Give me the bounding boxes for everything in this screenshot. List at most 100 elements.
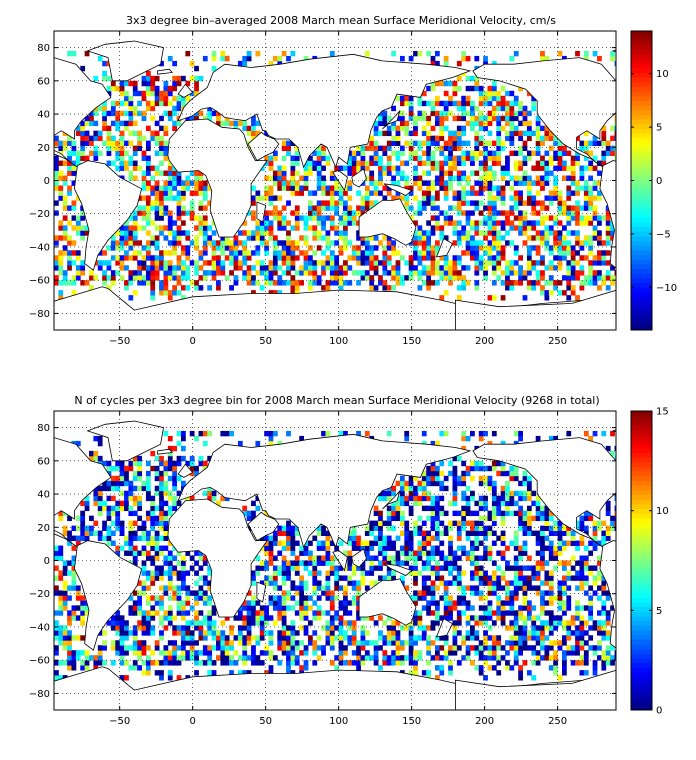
x-tick-label: 100 (329, 336, 348, 347)
bin-cell (316, 200, 322, 206)
bin-cell (93, 150, 99, 156)
bin-cell (75, 150, 81, 156)
bin-cell (373, 160, 379, 166)
bin-cell (115, 650, 121, 656)
bin-cell (211, 240, 217, 246)
bin-cell (443, 170, 449, 176)
bin-cell (220, 635, 226, 641)
bin-cell (610, 605, 615, 611)
bin-cell (386, 540, 392, 546)
bin-cell (303, 610, 309, 616)
bin-cell (145, 250, 151, 256)
bin-cell (430, 590, 436, 596)
bin-cell (259, 225, 265, 231)
bin-cell (386, 545, 392, 551)
bin-cell (329, 255, 335, 261)
bin-cell (84, 135, 90, 142)
bin-cell (75, 160, 81, 166)
bin-cell (198, 585, 204, 591)
bin-cell (163, 585, 169, 591)
bin-cell (286, 565, 291, 571)
bin-cell (97, 495, 103, 502)
bin-cell (211, 275, 217, 281)
bin-cell (561, 650, 567, 656)
bin-cell (316, 540, 322, 546)
bin-cell (364, 550, 370, 556)
bin-cell (338, 540, 344, 546)
bin-cell (176, 205, 182, 211)
bin-cell (290, 630, 296, 636)
bin-cell (465, 140, 471, 147)
bin-cell (505, 210, 510, 216)
bin-cell (334, 230, 340, 236)
bin-cell (145, 125, 151, 132)
bin-cell (316, 605, 322, 611)
bin-cell (119, 135, 125, 142)
bin-cell (62, 250, 68, 256)
bin-cell (544, 225, 550, 231)
bin-cell (299, 585, 305, 591)
bin-cell (167, 185, 173, 191)
bin-cell (378, 540, 383, 546)
bin-cell (404, 520, 410, 527)
bin-cell (404, 205, 410, 211)
bin-cell (531, 570, 537, 576)
bin-cell (185, 600, 191, 606)
bin-cell (557, 545, 563, 551)
bin-cell (242, 260, 248, 266)
bin-cell (181, 570, 186, 576)
bin-cell (417, 620, 423, 626)
bin-cell (439, 225, 445, 231)
bin-cell (386, 125, 392, 132)
bin-cell (434, 180, 440, 186)
bin-cell (439, 580, 445, 586)
bin-cell (71, 605, 77, 611)
bin-cell (605, 510, 611, 517)
bin-cell (526, 200, 532, 206)
bin-cell (329, 635, 335, 641)
bin-cell (356, 655, 361, 661)
bin-cell (474, 250, 480, 256)
bin-cell (141, 525, 147, 531)
bin-cell (601, 540, 607, 546)
bin-cell (137, 205, 142, 211)
bin-cell (470, 210, 475, 216)
bin-cell (54, 555, 59, 561)
bin-cell (360, 195, 366, 201)
bin-cell (242, 605, 248, 611)
bin-cell (360, 240, 366, 246)
bin-cell (307, 160, 313, 166)
bin-cell (351, 210, 357, 216)
bin-cell (373, 120, 379, 127)
bin-cell (150, 275, 156, 281)
bin-cell (264, 175, 269, 181)
bin-cell (316, 260, 322, 266)
bin-cell (404, 260, 410, 266)
bin-cell (351, 585, 357, 591)
bin-cell (343, 265, 348, 271)
bin-cell (456, 135, 462, 142)
bin-cell (137, 645, 142, 651)
bin-cell (80, 635, 86, 641)
bin-cell (115, 100, 121, 107)
bin-cell (553, 235, 559, 241)
bin-cell (128, 240, 134, 246)
bin-cell (356, 165, 361, 171)
bin-cell (575, 540, 580, 546)
bin-cell (509, 135, 515, 142)
bin-cell (163, 140, 169, 147)
bin-cell (80, 125, 86, 132)
bin-cell (255, 130, 261, 137)
bin-cell (496, 185, 502, 191)
bin-cell (316, 570, 322, 576)
bin-cell (54, 565, 59, 571)
bin-cell (413, 615, 418, 621)
bin-cell (478, 165, 484, 171)
bin-cell (430, 140, 436, 147)
bin-cell (526, 670, 532, 676)
coastline (435, 238, 454, 258)
bin-cell (408, 240, 414, 246)
bin-cell (290, 535, 296, 541)
bin-cell (513, 595, 519, 601)
bin-cell (526, 565, 532, 571)
